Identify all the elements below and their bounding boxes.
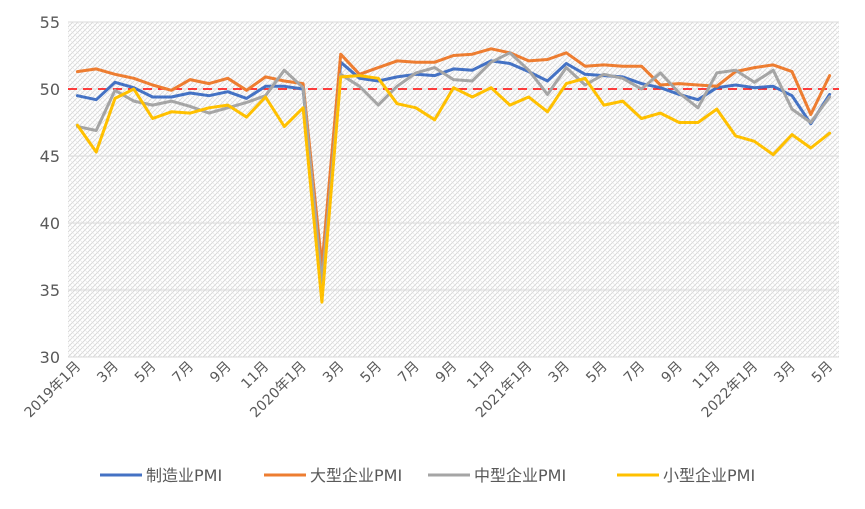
x-tick-label: 2019年1月 <box>22 359 85 422</box>
y-tick-label: 50 <box>40 80 60 99</box>
x-tick-label: 11月 <box>238 359 272 393</box>
legend: 制造业PMI 大型企业PMI 中型企业PMI 小型企业PMI <box>100 466 755 485</box>
x-tick-label: 5月 <box>132 359 160 387</box>
legend-label: 中型企业PMI <box>474 466 566 485</box>
legend-label: 大型企业PMI <box>310 466 402 485</box>
series-line-3 <box>75 74 832 304</box>
x-tick-label: 9月 <box>207 359 235 387</box>
x-tick-label: 5月 <box>809 359 837 387</box>
series-lines <box>75 47 832 304</box>
y-axis: 30 35 40 45 50 55 <box>40 13 60 367</box>
x-tick-label: 11月 <box>690 359 724 393</box>
x-tick-label: 5月 <box>583 359 611 387</box>
legend-label: 小型企业PMI <box>663 466 755 485</box>
y-tick-label: 40 <box>40 214 60 233</box>
x-tick-label: 5月 <box>358 359 386 387</box>
y-tick-label: 35 <box>40 281 60 300</box>
legend-item: 中型企业PMI <box>428 466 566 485</box>
series-line-1 <box>75 47 832 268</box>
x-tick-label: 9月 <box>658 359 686 387</box>
legend-item: 小型企业PMI <box>617 466 755 485</box>
x-tick-label: 7月 <box>395 359 423 387</box>
x-tick-label: 7月 <box>170 359 198 387</box>
y-tick-label: 45 <box>40 147 60 166</box>
legend-item: 大型企业PMI <box>264 466 402 485</box>
y-tick-label: 55 <box>40 13 60 32</box>
x-tick-label: 3月 <box>320 359 348 387</box>
x-tick-label: 9月 <box>433 359 461 387</box>
x-tick-label: 11月 <box>464 359 498 393</box>
legend-label: 制造业PMI <box>146 466 222 485</box>
x-tick-label: 3月 <box>94 359 122 387</box>
y-tick-label: 30 <box>40 348 60 367</box>
x-tick-label: 7月 <box>621 359 649 387</box>
x-tick-label: 3月 <box>771 359 799 387</box>
x-tick-label: 3月 <box>546 359 574 387</box>
legend-item: 制造业PMI <box>100 466 222 485</box>
